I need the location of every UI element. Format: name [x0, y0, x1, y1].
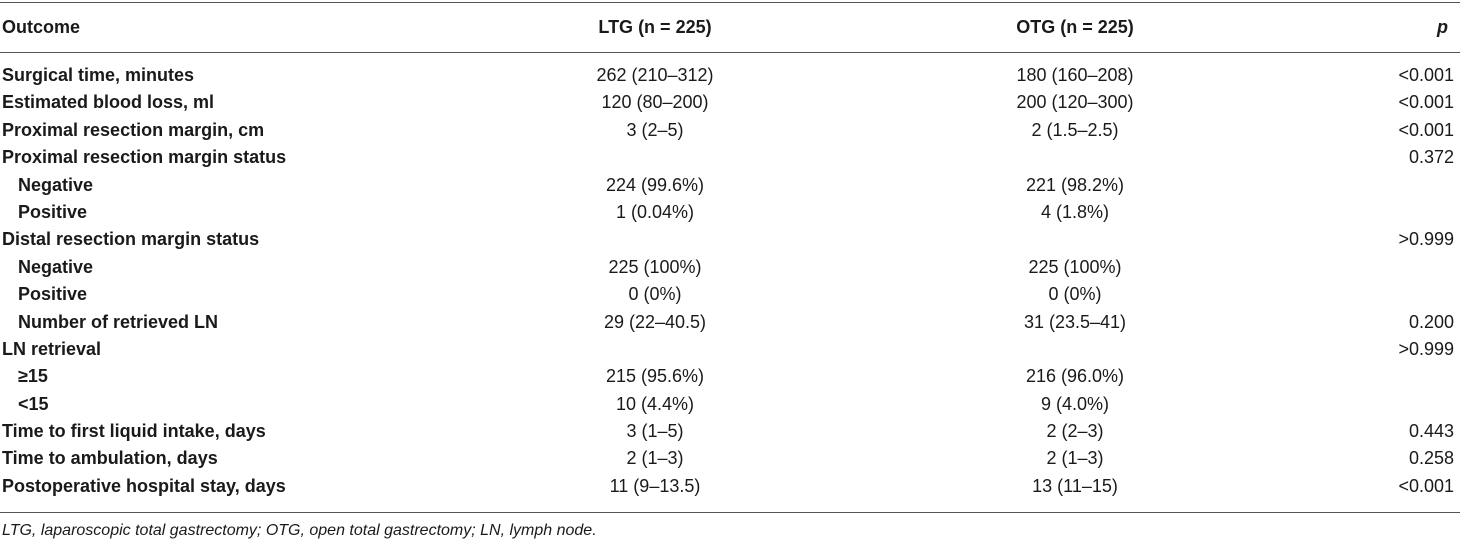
row-label: Positive — [18, 201, 88, 222]
table-header-row: Outcome LTG (n = 225) OTG (n = 225) p — [0, 14, 1460, 40]
row-otg-value: 221 (98.2%) — [1025, 174, 1125, 195]
row-ltg-value: 2 (1–3) — [626, 448, 684, 469]
row-ltg-value: 11 (9–13.5) — [609, 475, 701, 496]
row-otg-value: 0 (0%) — [1048, 284, 1102, 305]
row-p-value: <0.001 — [1398, 119, 1454, 140]
row-ltg-value: 1 (0.04%) — [615, 201, 695, 222]
row-otg-value: 216 (96.0%) — [1025, 366, 1125, 387]
row-otg-value: 2 (2–3) — [1046, 421, 1104, 442]
table-row: Positive 0 (0%) 0 (0%) — [0, 281, 1460, 308]
row-p-value: <0.001 — [1398, 65, 1454, 85]
table-row: Proximal resection margin, cm 3 (2–5) 2 … — [0, 117, 1460, 144]
row-label: Postoperative hospital stay, days — [2, 475, 286, 496]
row-p-value: 0.372 — [1408, 147, 1454, 168]
table-header-rule — [0, 52, 1460, 53]
row-ltg-value: 120 (80–200) — [601, 92, 709, 113]
header-otg: OTG (n = 225) — [1016, 17, 1134, 37]
row-label: Surgical time, minutes — [2, 65, 195, 85]
table-row: Time to first liquid intake, days 3 (1–5… — [0, 418, 1460, 445]
row-otg-value: 13 (11–15) — [1032, 475, 1118, 496]
row-label: Time to ambulation, days — [2, 448, 218, 469]
row-p-value: 0.200 — [1408, 311, 1454, 332]
table-row: Estimated blood loss, ml 120 (80–200) 20… — [0, 89, 1460, 116]
table-body: Surgical time, minutes 262 (210–312) 180… — [0, 62, 1460, 500]
row-label: LN retrieval — [2, 338, 102, 359]
row-label: Proximal resection margin, cm — [2, 119, 265, 140]
table-row: ≥15 215 (95.6%) 216 (96.0%) — [0, 363, 1460, 390]
table-row: <15 10 (4.4%) 9 (4.0%) — [0, 391, 1460, 418]
row-ltg-value: 224 (99.6%) — [605, 174, 705, 195]
table-row: Number of retrieved LN 29 (22–40.5) 31 (… — [0, 309, 1460, 336]
header-outcome: Outcome — [2, 17, 81, 37]
row-label: Negative — [18, 256, 94, 277]
row-label: Distal resection margin status — [2, 229, 260, 250]
table-row: Positive 1 (0.04%) 4 (1.8%) — [0, 199, 1460, 226]
table-top-rule — [0, 2, 1460, 3]
row-ltg-value: 3 (2–5) — [626, 119, 684, 140]
row-otg-value: 2 (1–3) — [1046, 448, 1104, 469]
table-footnote: LTG, laparoscopic total gastrectomy; OTG… — [2, 522, 597, 539]
row-label: Negative — [18, 174, 94, 195]
row-otg-value: 180 (160–208) — [1016, 65, 1134, 85]
table-row: Distal resection margin status >0.999 — [0, 226, 1460, 253]
row-otg-value: 31 (23.5–41) — [1023, 311, 1127, 332]
row-p-value: <0.001 — [1398, 92, 1454, 113]
row-ltg-value: 0 (0%) — [628, 284, 682, 305]
row-ltg-value: 29 (22–40.5) — [603, 311, 707, 332]
row-label: Positive — [18, 284, 88, 305]
header-p-value: p — [1437, 17, 1448, 37]
row-label: Number of retrieved LN — [18, 311, 219, 332]
table-row: Surgical time, minutes 262 (210–312) 180… — [0, 62, 1460, 89]
table-bottom-rule — [0, 512, 1460, 513]
row-otg-value: 225 (100%) — [1028, 256, 1122, 277]
row-p-value: 0.258 — [1408, 448, 1454, 469]
row-label: Proximal resection margin status — [2, 147, 287, 168]
row-ltg-value: 225 (100%) — [608, 256, 702, 277]
table-row: Time to ambulation, days 2 (1–3) 2 (1–3)… — [0, 445, 1460, 472]
table-row: LN retrieval >0.999 — [0, 336, 1460, 363]
row-p-value: >0.999 — [1398, 229, 1454, 250]
row-ltg-value: 3 (1–5) — [626, 421, 684, 442]
table-row: Negative 225 (100%) 225 (100%) — [0, 254, 1460, 281]
row-otg-value: 9 (4.0%) — [1040, 393, 1110, 414]
header-ltg: LTG (n = 225) — [598, 17, 712, 37]
row-otg-value: 2 (1.5–2.5) — [1031, 119, 1119, 140]
row-label: ≥15 — [18, 366, 48, 387]
row-p-value: >0.999 — [1398, 338, 1454, 359]
row-ltg-value: 262 (210–312) — [596, 65, 714, 85]
row-otg-value: 4 (1.8%) — [1040, 201, 1110, 222]
table-row: Proximal resection margin status 0.372 — [0, 144, 1460, 171]
row-ltg-value: 10 (4.4%) — [615, 393, 695, 414]
row-label: <15 — [18, 393, 49, 414]
row-p-value: <0.001 — [1398, 475, 1454, 496]
row-ltg-value: 215 (95.6%) — [605, 366, 705, 387]
row-label: Estimated blood loss, ml — [2, 92, 215, 113]
row-label: Time to first liquid intake, days — [2, 421, 266, 442]
table-row: Postoperative hospital stay, days 11 (9–… — [0, 473, 1460, 500]
row-otg-value: 200 (120–300) — [1016, 92, 1134, 113]
table-row: Negative 224 (99.6%) 221 (98.2%) — [0, 172, 1460, 199]
row-p-value: 0.443 — [1408, 421, 1454, 442]
